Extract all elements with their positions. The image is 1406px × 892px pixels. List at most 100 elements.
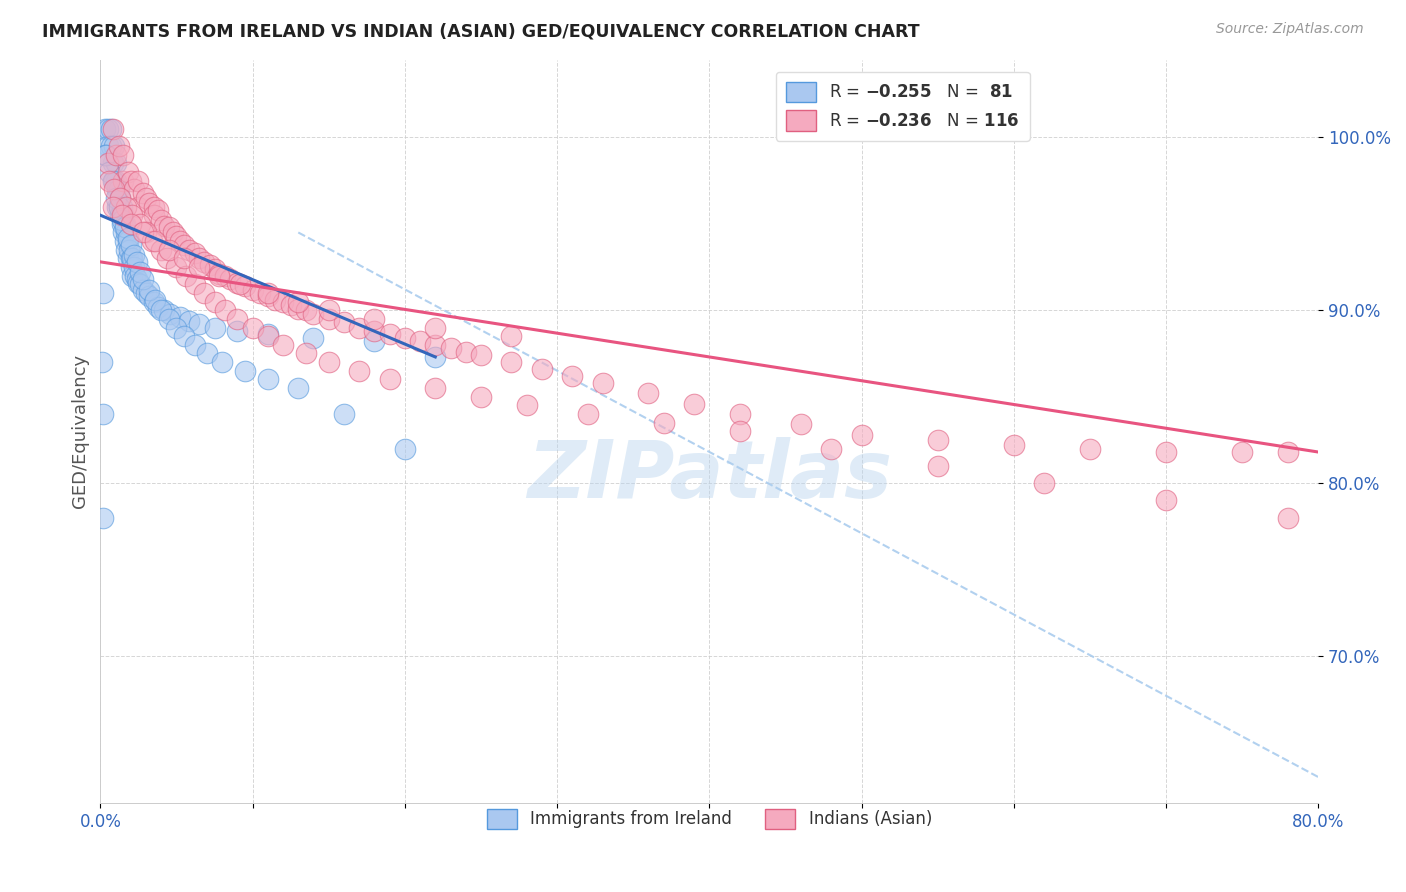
Point [470,390,492,404]
Point [1277,510,1299,524]
Point [114,217,136,231]
Point [143,293,166,307]
Point [105,182,128,196]
Point [108,208,131,222]
Point [470,348,492,362]
Point [1154,445,1177,459]
Point [363,334,385,349]
Point [226,312,249,326]
Point [214,268,236,283]
Point [104,191,127,205]
Point [120,252,142,266]
Point [1033,476,1056,491]
Point [142,294,165,309]
Point [177,313,200,327]
Point [264,293,287,307]
Point [174,268,197,283]
Point [683,396,706,410]
Point [127,200,149,214]
Point [1277,445,1299,459]
Point [302,331,325,345]
Point [394,331,416,345]
Y-axis label: GED/Equivalency: GED/Equivalency [72,354,89,508]
Point [169,310,191,325]
Point [425,338,447,352]
Point [157,312,180,326]
Point [120,260,142,274]
Point [193,285,215,300]
Point [125,272,148,286]
Point [249,285,271,300]
Point [124,268,146,283]
Point [104,147,127,161]
Point [204,294,226,309]
Point [242,320,264,334]
Point [188,317,211,331]
Point [378,372,401,386]
Point [302,307,325,321]
Point [728,424,751,438]
Point [287,294,309,309]
Point [153,303,176,318]
Point [208,268,231,283]
Point [129,265,152,279]
Point [501,355,523,369]
Point [101,156,124,170]
Point [107,139,129,153]
Point [93,285,115,300]
Point [129,277,152,292]
Point [820,442,842,456]
Point [115,200,138,214]
Point [127,276,149,290]
Point [118,243,141,257]
Point [530,362,553,376]
Point [112,173,135,187]
Point [214,303,236,318]
Point [111,213,134,227]
Point [162,226,184,240]
Point [184,277,207,292]
Point [728,407,751,421]
Point [117,252,139,266]
Point [98,165,121,179]
Point [166,320,188,334]
Point [927,458,949,473]
Point [101,173,124,187]
Point [97,156,120,170]
Point [173,237,195,252]
Point [184,246,207,260]
Point [287,301,309,316]
Point [127,173,149,187]
Point [347,364,370,378]
Point [592,376,614,390]
Point [96,147,118,161]
Point [233,364,256,378]
Text: ZIPatlas: ZIPatlas [527,437,891,515]
Point [93,510,115,524]
Point [117,234,139,248]
Point [104,156,127,170]
Point [115,243,138,257]
Point [121,268,143,283]
Point [409,334,432,349]
Point [132,283,155,297]
Point [153,219,176,233]
Point [516,398,538,412]
Point [789,417,811,432]
Point [1154,493,1177,508]
Point [157,243,180,257]
Point [112,208,135,222]
Point [363,324,385,338]
Point [107,182,129,196]
Point [204,261,226,276]
Point [211,355,233,369]
Point [138,283,160,297]
Point [226,324,249,338]
Point [927,433,949,447]
Point [184,338,207,352]
Point [122,260,145,274]
Point [120,237,142,252]
Point [271,294,294,309]
Point [100,139,122,153]
Point [188,260,211,274]
